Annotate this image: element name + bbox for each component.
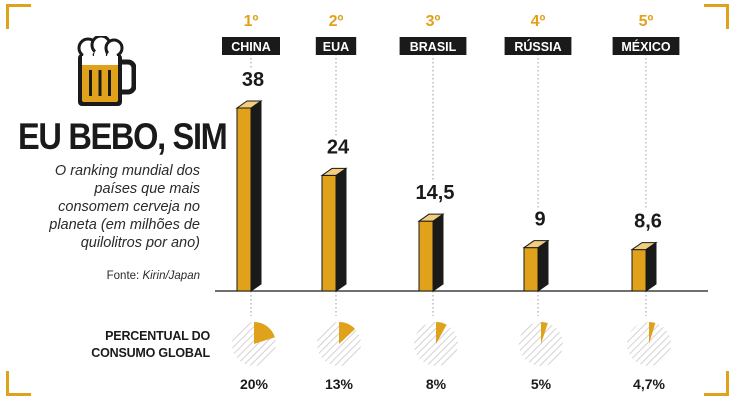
share-label: 8%	[426, 376, 447, 392]
bar-side	[335, 167, 347, 292]
bar-top	[320, 167, 348, 176]
value-label: 14,5	[416, 182, 455, 204]
source-prefix: Fonte:	[106, 270, 143, 282]
country-label: CHINA	[231, 40, 271, 54]
country-label-bg	[222, 37, 280, 55]
value-label: 9	[534, 209, 545, 231]
pie-slice	[254, 322, 275, 344]
share-label: 20%	[240, 376, 269, 392]
source-name: Kirin/Japan	[142, 270, 200, 282]
country-label-bg	[399, 37, 467, 55]
rank-label: 1º	[244, 13, 259, 30]
bar-front	[418, 220, 434, 292]
country-label: RÚSSIA	[514, 39, 561, 54]
bar-front	[523, 247, 539, 292]
corner-mark-top-right	[704, 4, 729, 29]
pie-slice	[339, 322, 356, 344]
bar-top	[417, 213, 445, 222]
bar-side	[250, 100, 262, 292]
value-label: 8,6	[634, 211, 662, 233]
country-label: EUA	[323, 40, 349, 54]
corner-mark-top-left	[6, 4, 31, 29]
source-note: Fonte: Kirin/Japan	[20, 270, 200, 282]
rank-label: 3º	[426, 13, 441, 30]
bar-top	[630, 242, 658, 251]
rank-label: 2º	[329, 13, 344, 30]
corner-mark-bottom-right	[704, 371, 729, 396]
chart-subtitle: O ranking mundial dos países que mais co…	[49, 163, 200, 251]
bar-side	[432, 213, 444, 292]
beer-mug-icon	[77, 36, 136, 106]
bar-front	[631, 249, 647, 292]
bar-front	[321, 174, 337, 292]
share-label: 13%	[325, 376, 354, 392]
pie-slice	[649, 322, 656, 344]
value-label: 24	[327, 136, 350, 158]
bar-top	[522, 240, 550, 249]
country-label-bg	[504, 37, 572, 55]
pie-slice	[436, 322, 447, 344]
bar-side	[537, 239, 549, 292]
rank-label: 4º	[531, 13, 546, 30]
country-label-bg	[315, 37, 357, 55]
country-label: MÉXICO	[621, 39, 671, 54]
pie-slice	[541, 322, 548, 344]
country-label: BRASIL	[410, 40, 457, 54]
bar-top	[235, 100, 263, 109]
bar-front	[236, 107, 252, 292]
value-label: 38	[242, 69, 264, 91]
pie-section-label: PERCENTUAL DO CONSUMO GLOBAL	[91, 329, 210, 360]
country-label-bg	[612, 37, 680, 55]
bar-side	[645, 241, 657, 292]
share-label: 4,7%	[633, 376, 665, 392]
rank-label: 5º	[639, 13, 654, 30]
share-label: 5%	[531, 376, 552, 392]
corner-mark-bottom-left	[6, 371, 31, 396]
